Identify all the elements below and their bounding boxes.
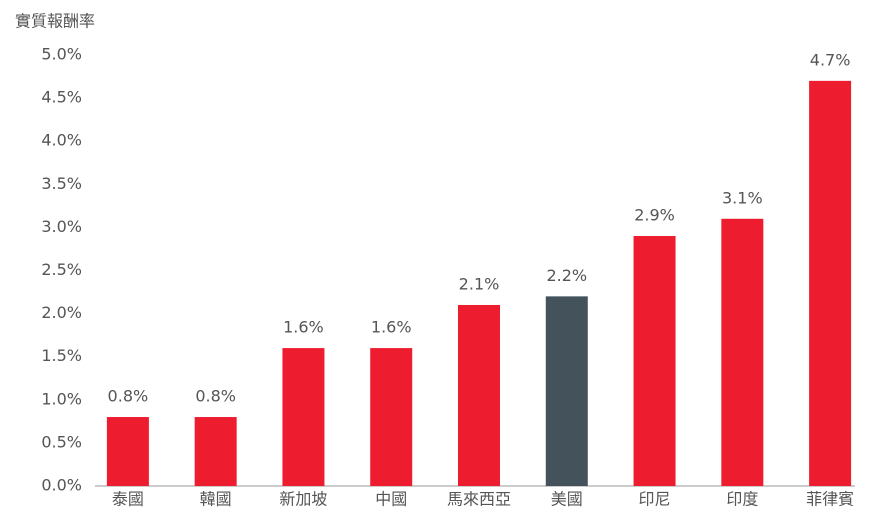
value-label: 2.9% (634, 206, 675, 225)
value-label: 2.1% (459, 274, 500, 293)
value-label: 3.1% (722, 188, 763, 207)
x-tick-label: 新加坡 (279, 490, 327, 509)
x-tick-label: 馬來西亞 (447, 490, 511, 509)
value-label: 0.8% (108, 387, 149, 406)
x-tick-label: 韓國 (200, 490, 232, 509)
y-tick-label: 0.0% (41, 476, 82, 495)
bar (106, 417, 149, 486)
value-label: 4.7% (810, 50, 851, 69)
y-axis-label: 實質報酬率 (15, 12, 95, 31)
value-label: 1.6% (283, 318, 324, 337)
y-tick-label: 3.5% (41, 174, 82, 193)
bar (458, 304, 500, 486)
x-tick-label: 印度 (726, 490, 758, 509)
y-tick-label: 4.5% (41, 88, 82, 107)
x-tick-label: 泰國 (112, 490, 144, 509)
y-tick-label: 3.0% (41, 217, 82, 236)
bar (282, 348, 325, 486)
x-tick-label: 中國 (375, 490, 407, 509)
y-tick-label: 2.5% (41, 260, 82, 279)
bar (809, 80, 852, 487)
x-tick-label: 美國 (551, 490, 583, 509)
bar (633, 236, 676, 486)
bar (545, 296, 588, 486)
y-tick-label: 1.5% (41, 346, 82, 365)
y-tick-label: 2.0% (41, 303, 82, 322)
bar (194, 417, 237, 486)
value-label: 0.8% (195, 387, 236, 406)
y-tick-label: 0.5% (41, 432, 82, 451)
x-tick-label: 菲律賓 (806, 490, 854, 509)
y-tick-label: 5.0% (41, 45, 82, 64)
y-tick-label: 1.0% (41, 389, 82, 408)
y-tick-label: 4.0% (41, 131, 82, 150)
value-label: 1.6% (371, 318, 412, 337)
bar (370, 348, 413, 486)
bar (721, 218, 764, 486)
x-tick-label: 印尼 (639, 490, 671, 509)
value-label: 2.2% (546, 266, 587, 285)
